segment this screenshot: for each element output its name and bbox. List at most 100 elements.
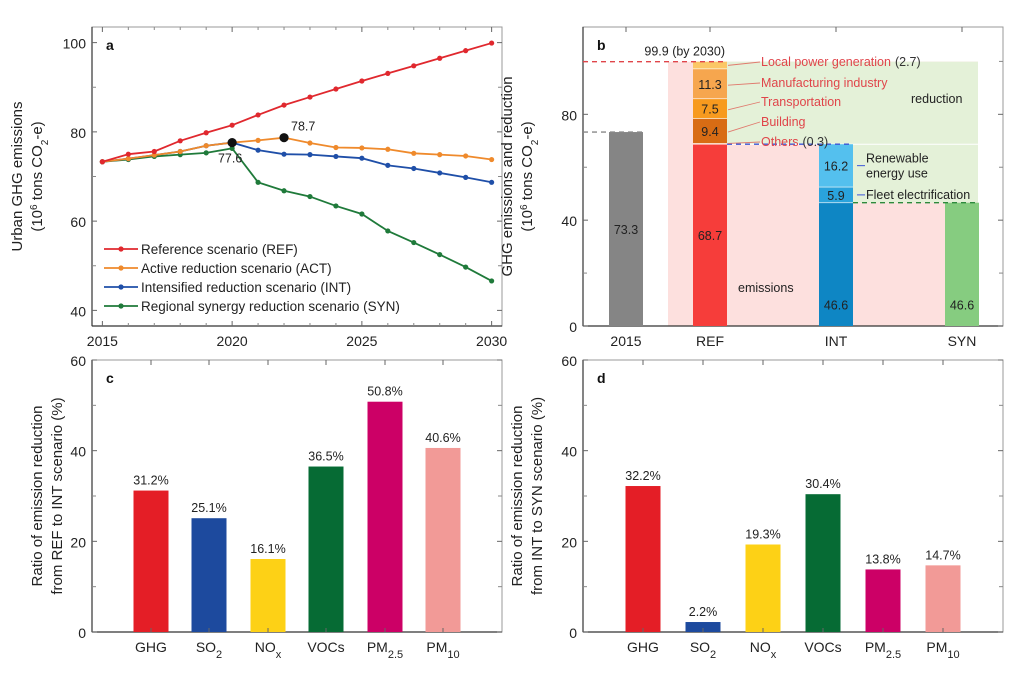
y-tick-label: 40	[561, 213, 577, 229]
x-tick-label-sub: 2	[216, 649, 222, 661]
bar-value-label: 13.8%	[865, 552, 900, 566]
data-point-s0-2021	[255, 112, 261, 118]
data-point-s1-2016	[125, 156, 131, 162]
data-point-s0-2028	[437, 55, 443, 61]
x-tick-label-base: SO	[196, 639, 216, 655]
x-tick-label-sub: 2	[710, 649, 716, 661]
bar-REF-segment-5	[693, 61, 727, 69]
data-point-s1-2030	[489, 156, 495, 163]
data-point-s0-2026	[385, 70, 391, 77]
bar-pm10	[925, 565, 961, 632]
data-point-s0-2022	[281, 102, 287, 108]
annotation-label: 77.6	[218, 152, 242, 166]
x-tick-label-sub: x	[276, 649, 282, 661]
bar-pm2.5	[865, 569, 901, 632]
bar-INT-segment-1	[819, 187, 853, 203]
legend-entry: Active reduction scenario (ACT)	[141, 261, 332, 276]
bar-vocs	[805, 494, 841, 632]
data-point-s0-2020	[229, 122, 235, 128]
bar-value-label: 16.1%	[250, 542, 285, 556]
data-point-s2-2028	[437, 170, 443, 176]
legend-swatch-marker	[118, 246, 124, 252]
measure-label-fleet: Fleet electrification	[866, 188, 970, 202]
bar-SYN-segment-0	[945, 202, 979, 326]
sector-leader-line	[727, 61, 761, 66]
data-point-s0-2024	[333, 86, 339, 92]
y-axis-label-line2: (106 tons CO2-e)	[29, 121, 51, 231]
data-point-s0-2019	[203, 130, 209, 136]
data-point-s1-2018	[177, 148, 183, 155]
data-point-s1-2028	[437, 152, 443, 158]
data-point-s3-2023	[307, 193, 313, 200]
y-axis-label-part: (10	[519, 210, 536, 232]
data-point-s2-2023	[307, 152, 313, 158]
x-tick-label-base: PM	[926, 639, 947, 655]
data-point-s1-2024	[333, 144, 339, 151]
x-tick-label-sub: 2.5	[388, 649, 403, 661]
x-tick-label-sub: x	[771, 649, 777, 661]
bar-value-label: 25.1%	[191, 501, 226, 515]
bar-INT-segment-0	[819, 202, 853, 326]
panel-letter-b: b	[597, 37, 606, 53]
x-tick-label: SO2	[196, 639, 222, 661]
y-tick-label: 40	[70, 444, 86, 460]
x-tick-label-sub: 10	[447, 649, 459, 661]
legend-swatch-marker	[118, 284, 124, 290]
bar-pm10	[425, 447, 461, 632]
bar-value-label: 46.6	[824, 298, 848, 312]
bar-value-label: 7.5	[701, 103, 718, 117]
y-tick-label: 40	[70, 303, 86, 319]
data-point-s0-2030	[489, 40, 495, 46]
x-tick-label: 2020	[217, 333, 248, 349]
y-axis-label-line2: (106 tons CO2-e)	[519, 121, 541, 231]
bar-pm2.5	[367, 401, 403, 632]
bar-value-label: 30.4%	[805, 477, 840, 491]
y-tick-label: 0	[569, 319, 577, 335]
y-axis-label-line1: Ratio of emission reduction	[29, 406, 46, 587]
bar-value-label: 2.2%	[689, 605, 718, 619]
panel-b-waterfall-chart: 0 40 80 2015 REF INT SYN b GHG emissions and red…	[499, 26, 1004, 349]
bar-value-label: 40.6%	[425, 431, 460, 445]
data-point-s2-2026	[385, 162, 391, 168]
x-tick-label: NOx	[750, 639, 777, 661]
bar-nox	[250, 559, 286, 632]
y-tick-label: 20	[561, 534, 577, 550]
sector-value: (0.3)	[803, 135, 829, 149]
data-point-s2-2030	[489, 179, 495, 185]
y-axis-label-part: tons CO	[29, 145, 46, 204]
y-axis-label-part: 2	[530, 139, 541, 145]
data-point-s3-2020	[229, 145, 235, 151]
sector-name: Manufacturing industry	[761, 76, 888, 90]
ref-2030-label: 99.9 (by 2030)	[644, 45, 725, 59]
bar-value-label: 68.7	[698, 229, 722, 243]
x-tick-label: 2030	[476, 333, 507, 349]
sector-leader-line	[727, 101, 761, 111]
x-tick-label: SYN	[948, 333, 977, 349]
sector-name: Transportation	[761, 95, 841, 109]
bar-value-label: 50.8%	[367, 385, 402, 399]
data-point-s3-2026	[385, 228, 391, 234]
x-tick-label-base: PM	[367, 639, 388, 655]
x-tick-label-base: GHG	[627, 639, 659, 655]
data-point-s1-2023	[307, 140, 313, 146]
bar-so2	[191, 518, 227, 632]
panel-letter-d: d	[597, 370, 606, 386]
y-tick-label: 0	[569, 625, 577, 641]
legend-swatch-marker	[118, 303, 124, 309]
data-point-s0-2016	[125, 151, 131, 157]
y-tick-label: 60	[561, 353, 577, 369]
x-tick-label: INT	[825, 333, 848, 349]
data-point-s2-2022	[281, 151, 287, 157]
measure-label-renewable-2: energy use	[866, 167, 928, 181]
y-axis-label: GHG emissions and reduction (106 tons CO2…	[499, 76, 541, 276]
y-axis-label-part: -e)	[29, 121, 46, 139]
x-tick-label: GHG	[135, 639, 167, 655]
bar-vocs	[308, 466, 344, 632]
x-tick-label: SO2	[690, 639, 716, 661]
x-tick-label: PM2.5	[367, 639, 403, 661]
data-point-s3-2021	[255, 179, 261, 185]
annotation-marker	[279, 133, 289, 143]
y-axis-label: Ratio of emission reduction from REF to I…	[29, 397, 66, 594]
annotation-label: 78.7	[291, 120, 315, 134]
